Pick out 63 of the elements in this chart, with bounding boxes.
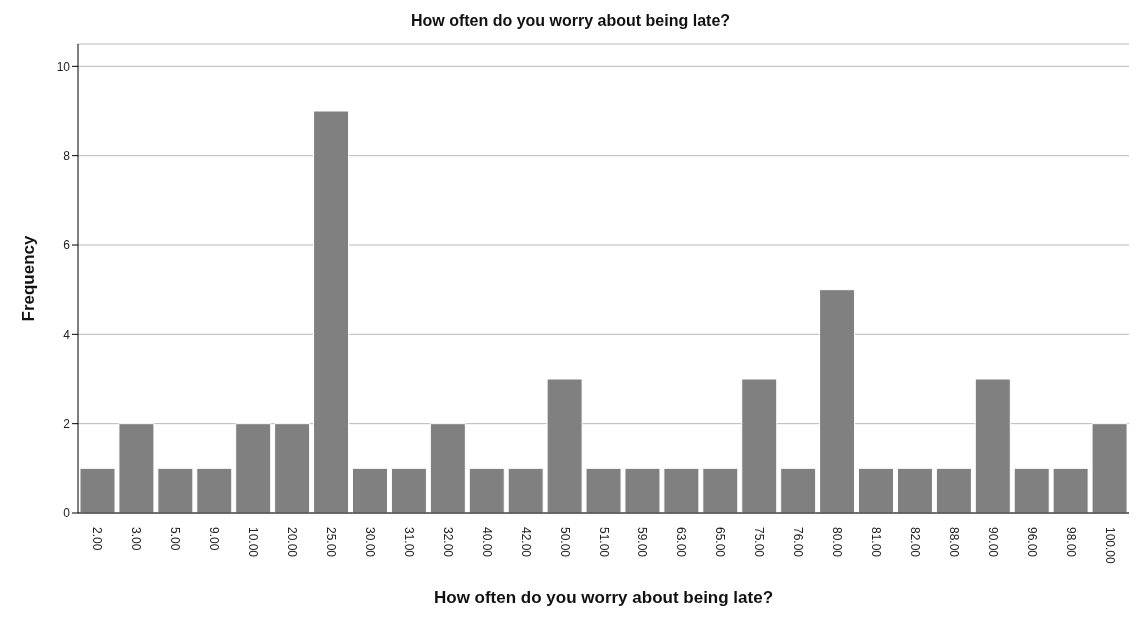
x-tick-label: 10.00	[246, 527, 261, 558]
x-tick-label: 40.00	[479, 527, 494, 558]
x-tick-label: 51.00	[596, 527, 611, 558]
bar	[79, 467, 116, 513]
bar	[780, 467, 817, 513]
bar	[585, 467, 622, 513]
x-tick-label: 31.00	[401, 527, 416, 558]
x-tick-label: 88.00	[946, 527, 961, 558]
x-axis-title: How often do you worry about being late?	[433, 588, 774, 607]
x-tick-label: 100.00	[1102, 527, 1117, 565]
x-tick-label: 9.00	[207, 527, 222, 551]
bar	[313, 110, 350, 513]
x-tick-label: 25.00	[324, 527, 339, 558]
x-tick-label: 5.00	[168, 527, 183, 551]
bar	[1013, 467, 1050, 513]
bar	[507, 467, 544, 513]
y-axis-title: Frequency	[19, 234, 39, 322]
bar	[702, 467, 739, 513]
x-tick-label: 80.00	[830, 527, 845, 558]
x-tick-label: 76.00	[791, 527, 806, 558]
bar	[274, 423, 311, 513]
bar	[663, 467, 700, 513]
x-tick-label: 90.00	[985, 527, 1000, 558]
x-tick-label: 81.00	[868, 527, 883, 558]
x-tick-label: 30.00	[362, 527, 377, 558]
bar	[468, 467, 505, 513]
bar	[1052, 467, 1089, 513]
bar	[935, 467, 972, 513]
bar	[390, 467, 427, 513]
bar	[157, 467, 194, 513]
bar	[858, 467, 895, 513]
bar	[1091, 423, 1128, 513]
bar	[351, 467, 388, 513]
bar	[235, 423, 272, 513]
x-tick-label: 42.00	[518, 527, 533, 558]
x-tick-label: 20.00	[285, 527, 300, 558]
x-tick-label: 59.00	[635, 527, 650, 558]
x-tick-label: 3.00	[129, 527, 144, 551]
y-tick-label: 2	[63, 416, 71, 431]
x-tick-label: 2.00	[90, 527, 105, 551]
chart-title: How often do you worry about being late?	[409, 12, 732, 30]
bar	[118, 423, 155, 513]
x-tick-label: 98.00	[1063, 527, 1078, 558]
x-tick-label: 82.00	[907, 527, 922, 558]
bar	[429, 423, 466, 513]
x-tick-label: 96.00	[1024, 527, 1039, 558]
x-tick-label: 32.00	[440, 527, 455, 558]
y-tick-label: 4	[63, 327, 71, 342]
y-tick-label: 8	[63, 148, 71, 163]
bar	[819, 289, 856, 513]
y-tick-label: 0	[63, 506, 71, 521]
bar	[196, 467, 233, 513]
bar	[896, 467, 933, 513]
x-tick-label: 65.00	[713, 527, 728, 558]
y-tick-label: 10	[56, 59, 71, 74]
y-tick-label: 6	[63, 238, 71, 253]
x-tick-label: 50.00	[557, 527, 572, 558]
x-tick-label: 75.00	[752, 527, 767, 558]
bar	[974, 378, 1011, 513]
bar	[546, 378, 583, 513]
bar	[741, 378, 778, 513]
x-tick-label: 63.00	[674, 527, 689, 558]
bar	[624, 467, 661, 513]
